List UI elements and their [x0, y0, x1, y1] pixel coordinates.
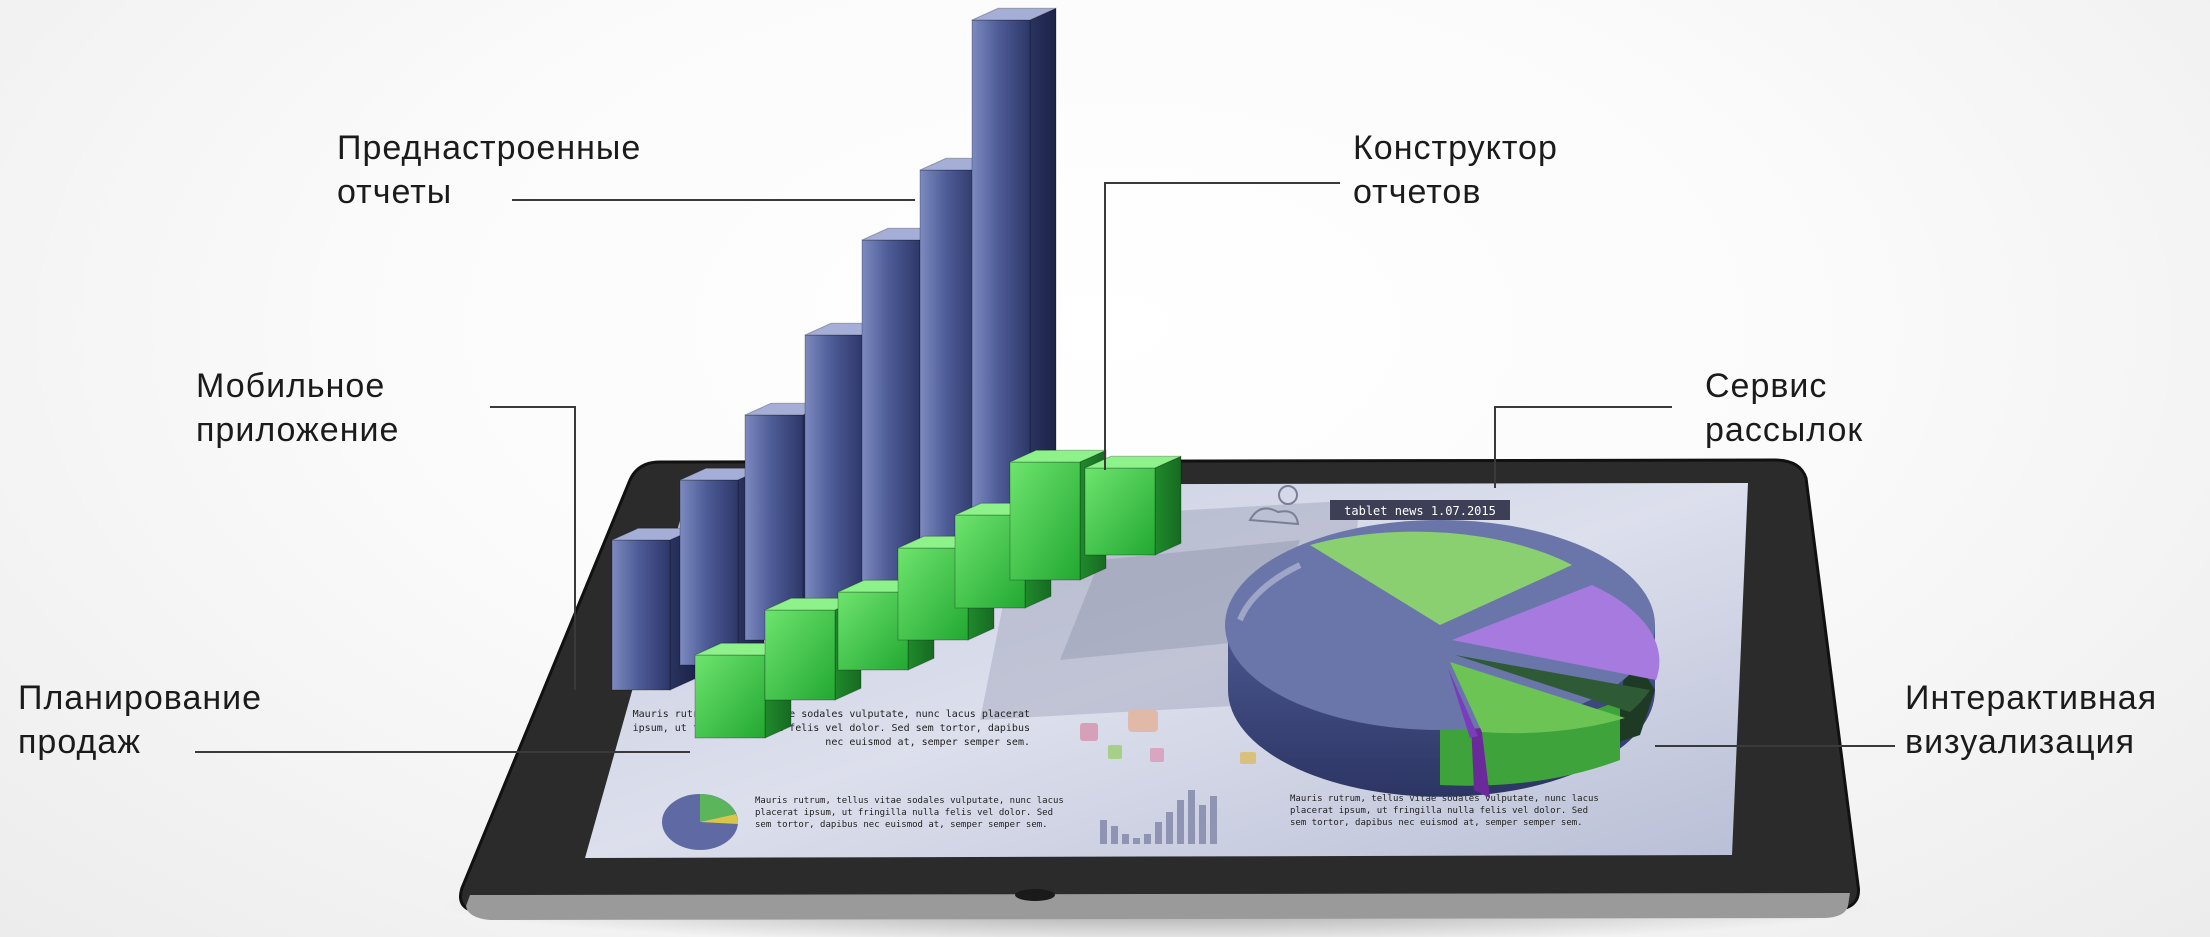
callout-report-builder-line2: отчетов	[1353, 173, 1482, 211]
callout-prebuilt-reports: Преднастроенные отчеты	[337, 126, 641, 214]
leader-line-mobile-app	[490, 406, 576, 690]
screen-header-tag	[1330, 500, 1510, 520]
pie-slice-green-top	[1310, 531, 1572, 625]
callout-sales-planning-line2: продаж	[18, 723, 141, 761]
green-bar	[1084, 455, 1182, 556]
pie-slice-dark-green	[1455, 655, 1650, 712]
screen-app-icons	[1080, 710, 1256, 764]
callout-mobile-app-line2: приложение	[196, 411, 400, 449]
screen-text-block-2: Mauris rutrum, tellus vitae sodales vulp…	[755, 796, 1064, 830]
callout-mobile-app: Мобильное приложение	[196, 364, 399, 452]
callout-interactive-visualization-line1: Интерактивная	[1905, 679, 2158, 717]
weather-icon	[1248, 485, 1300, 526]
callout-mailing-service-line1: Сервис	[1705, 367, 1828, 405]
pie-slice-purple	[1452, 585, 1660, 680]
callout-prebuilt-reports-line1: Преднастроенные	[337, 129, 642, 167]
pie-slice-green-bottom	[1450, 662, 1625, 734]
callout-report-builder-line1: Конструктор	[1353, 129, 1558, 167]
leader-lines	[195, 182, 1895, 753]
screen-text-block-3: Mauris rutrum, tellus vitae sodales vulp…	[1290, 794, 1599, 828]
green-bars	[694, 449, 1182, 739]
blue-bars	[611, 7, 1057, 691]
callout-sales-planning: Планирование продаж	[18, 676, 262, 764]
callout-mailing-service-line2: рассылок	[1705, 411, 1864, 449]
screen-text-block-1: Mauris rutrum, tellus vitae sodales vulp…	[632, 709, 1030, 748]
leader-line-mailing-service	[1494, 406, 1672, 488]
screen-header-text: tablet news 1.07.2015	[1344, 504, 1496, 518]
pie-3d	[1225, 520, 1660, 798]
screen-mini-pie	[662, 794, 739, 850]
pie-slice-violet	[1448, 668, 1478, 738]
screen-mini-bars	[1100, 790, 1217, 844]
callout-interactive-visualization-line2: визуализация	[1905, 723, 2135, 761]
leader-line-report-builder	[1104, 182, 1340, 470]
callout-mobile-app-line1: Мобильное	[196, 367, 386, 405]
callout-mailing-service: Сервис рассылок	[1705, 364, 1863, 452]
callout-report-builder: Конструктор отчетов	[1353, 126, 1558, 214]
callout-interactive-visualization: Интерактивная визуализация	[1905, 676, 2157, 764]
callout-prebuilt-reports-line2: отчеты	[337, 173, 453, 211]
callout-sales-planning-line1: Планирование	[18, 679, 263, 717]
home-button	[1015, 889, 1055, 901]
